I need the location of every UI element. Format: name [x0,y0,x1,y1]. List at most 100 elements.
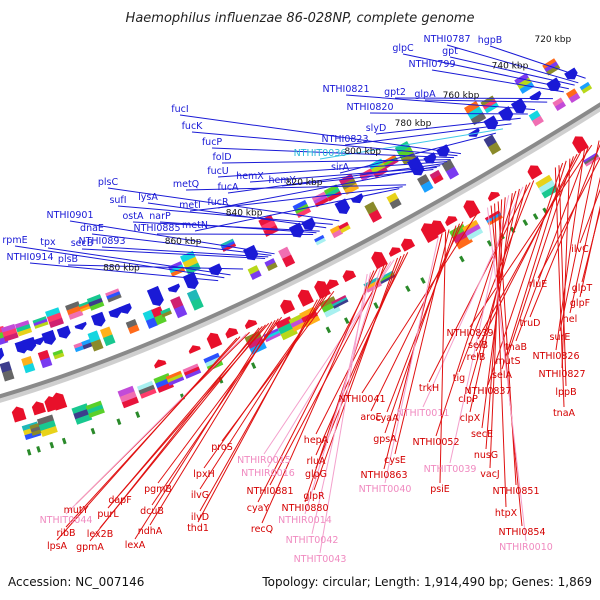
gene-label-sela[interactable]: selA [492,370,512,381]
gene-label-dapf[interactable]: dapF [108,495,131,506]
gene-label-ilvg[interactable]: ilvG [191,490,209,501]
gene-label-plsc[interactable]: plsC [98,177,119,188]
gene-label-nthi0851[interactable]: NTHI0851 [492,486,539,497]
gene-label-nthi0854[interactable]: NTHI0854 [498,527,545,538]
gene-label-muty[interactable]: mutY [64,505,89,516]
gene-label-metn[interactable]: metN [182,220,208,231]
gene-label-clpx[interactable]: clpX [460,413,481,424]
gene-label-nthit0042[interactable]: NTHIT0042 [286,535,339,546]
gene-label-psie[interactable]: psiE [430,484,450,495]
gene-label-fucp[interactable]: fucP [202,137,223,148]
gene-label-tnaa[interactable]: tnaA [553,408,576,419]
gene-label-hgpb[interactable]: hgpB [478,35,503,46]
gene-label-rlua[interactable]: rluA [306,456,326,467]
gene-label-nthi0901[interactable]: NTHI0901 [46,210,93,221]
gene-label-tnab[interactable]: tnaB [505,342,527,353]
gene-label-sure[interactable]: surE [550,332,571,343]
gene-label-hel[interactable]: hel [563,314,578,325]
gene-label-glpf[interactable]: glpF [570,298,590,309]
gene-label-osta[interactable]: ostA [123,211,144,222]
gene-label-meti[interactable]: metI [179,200,201,211]
gene-label-ndha[interactable]: ndhA [138,526,163,537]
gene-label-fuck[interactable]: fucK [182,121,204,132]
gene-label-nthir0016[interactable]: NTHIR0016 [241,468,295,479]
gene-label-vacj[interactable]: vacJ [480,469,499,480]
gene-label-nthi0880[interactable]: NTHI0880 [281,503,328,514]
gene-label-fucu[interactable]: fucU [207,166,229,177]
gene-label-nthir0015[interactable]: NTHIR0015 [237,455,291,466]
gene-label-sira[interactable]: sirA [331,162,349,173]
gene-label-fuca[interactable]: fucA [217,182,239,193]
gene-label-plsb[interactable]: plsB [58,254,78,265]
gene-label-cyaa[interactable]: cyaA [375,413,399,424]
gene-label-glpg[interactable]: glpG [305,469,327,480]
gene-label-nthir0010[interactable]: NTHIR0010 [499,542,553,553]
gene-label-cyse[interactable]: cysE [384,455,406,466]
gene-label-muts[interactable]: mutS [495,356,520,367]
gene-label-nthit0036[interactable]: NTHIT0036 [294,148,347,159]
gene-label-nthi0885[interactable]: NTHI0885 [133,223,180,234]
gene-label-lpsa[interactable]: lpsA [47,541,68,552]
gene-label-gpt[interactable]: gpt [442,46,458,57]
gene-label-ilvd[interactable]: ilvD [191,512,209,523]
gene-label-trud[interactable]: truD [520,318,541,329]
gene-label-glpr[interactable]: glpR [303,491,325,502]
gene-label-fold[interactable]: folD [212,152,231,163]
gene-label-nthir0014[interactable]: NTHIR0014 [278,515,332,526]
gene-label-nthi0914[interactable]: NTHI0914 [6,252,53,263]
gene-label-fuci[interactable]: fucI [171,104,188,115]
gene-label-dcub[interactable]: dcuB [140,506,164,517]
gene-label-narp[interactable]: narP [149,211,171,222]
gene-label-nthit0039[interactable]: NTHIT0039 [424,464,477,475]
gene-label-ribb[interactable]: ribB [56,528,75,539]
gene-label-nthit0043[interactable]: NTHIT0043 [294,554,347,565]
gene-label-slyd[interactable]: slyD [366,123,387,134]
gene-label-htpx[interactable]: htpX [495,508,518,519]
gene-label-glpc[interactable]: glpC [392,43,414,54]
gene-label-nthi0787[interactable]: NTHI0787 [423,34,470,45]
gene-label-secb[interactable]: secB [71,238,94,249]
gene-label-lex2b[interactable]: lex2B [87,529,114,540]
gene-label-nthi0821[interactable]: NTHI0821 [322,84,369,95]
gene-label-relb[interactable]: relB [467,352,486,363]
gene-label-glpa[interactable]: glpA [414,89,436,100]
gene-label-nthi0827[interactable]: NTHI0827 [538,369,585,380]
gene-label-cyay[interactable]: cyaY [247,503,270,514]
gene-label-nthit0011[interactable]: NTHIT0011 [397,408,450,419]
gene-label-tpx[interactable]: tpx [40,237,56,248]
gene-label-hemx[interactable]: hemX [236,171,264,182]
gene-label-ilvc[interactable]: ilvC [571,244,589,255]
gene-label-nthit0044[interactable]: NTHIT0044 [40,515,93,526]
gene-label-nusg[interactable]: nusG [474,450,498,461]
gene-label-nthi0820[interactable]: NTHI0820 [346,102,393,113]
gene-label-gpma[interactable]: gpmA [76,542,104,553]
gene-label-glpt[interactable]: glpT [572,283,593,294]
gene-label-nthi0839[interactable]: NTHI0839 [446,328,493,339]
gene-label-purl[interactable]: purL [97,509,119,520]
gene-label-nthit0040[interactable]: NTHIT0040 [359,484,412,495]
gene-label-nthi0893[interactable]: NTHI0893 [78,236,125,247]
gene-label-nthi0881[interactable]: NTHI0881 [246,486,293,497]
gene-label-clpp[interactable]: clpP [458,394,478,405]
gene-label-hepa[interactable]: hepA [304,435,329,446]
gene-label-lppb[interactable]: lppB [555,387,576,398]
gene-label-lysa[interactable]: lysA [138,192,158,203]
gene-label-pgmb[interactable]: pgmB [144,484,172,495]
gene-label-trkh[interactable]: trkH [419,383,439,394]
gene-label-gpsa[interactable]: gpsA [373,434,397,445]
gene-label-rpme[interactable]: rpmE [2,235,27,246]
gene-label-nthi0041[interactable]: NTHI0041 [338,394,385,405]
gene-label-sece[interactable]: secE [471,429,493,440]
gene-label-recq[interactable]: recQ [251,524,273,535]
gene-label-dnae[interactable]: dnaE [80,223,104,234]
gene-label-thd1[interactable]: thd1 [187,523,209,534]
gene-label-nthi0837[interactable]: NTHI0837 [464,386,511,397]
gene-label-nthi0826[interactable]: NTHI0826 [532,351,579,362]
gene-label-aroe[interactable]: aroE [360,412,381,423]
gene-label-fucr[interactable]: fucR [207,197,229,208]
gene-label-nthi0823[interactable]: NTHI0823 [321,134,368,145]
gene-label-hemy[interactable]: hemY [269,175,296,186]
gene-label-sufi[interactable]: sufI [109,195,126,206]
gene-label-lexa[interactable]: lexA [125,540,146,551]
gene-label-rlue[interactable]: rluE [529,279,548,290]
